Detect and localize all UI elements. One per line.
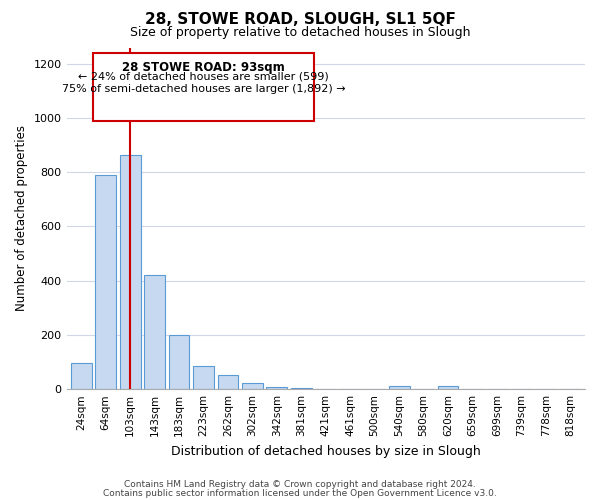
Text: Contains HM Land Registry data © Crown copyright and database right 2024.: Contains HM Land Registry data © Crown c… — [124, 480, 476, 489]
Text: 28 STOWE ROAD: 93sqm: 28 STOWE ROAD: 93sqm — [122, 61, 285, 74]
Bar — [120, 154, 140, 389]
FancyBboxPatch shape — [94, 53, 314, 120]
Bar — [193, 366, 214, 389]
Bar — [95, 175, 116, 389]
Bar — [218, 375, 238, 389]
Y-axis label: Number of detached properties: Number of detached properties — [15, 126, 28, 312]
Bar — [266, 387, 287, 389]
Text: 75% of semi-detached houses are larger (1,892) →: 75% of semi-detached houses are larger (… — [62, 84, 346, 94]
Text: ← 24% of detached houses are smaller (599): ← 24% of detached houses are smaller (59… — [78, 72, 329, 82]
Bar — [389, 386, 410, 389]
Bar — [242, 383, 263, 389]
Text: Contains public sector information licensed under the Open Government Licence v3: Contains public sector information licen… — [103, 489, 497, 498]
Bar — [437, 386, 458, 389]
X-axis label: Distribution of detached houses by size in Slough: Distribution of detached houses by size … — [171, 444, 481, 458]
Bar — [169, 335, 190, 389]
Bar — [291, 388, 312, 389]
Text: Size of property relative to detached houses in Slough: Size of property relative to detached ho… — [130, 26, 470, 39]
Text: 28, STOWE ROAD, SLOUGH, SL1 5QF: 28, STOWE ROAD, SLOUGH, SL1 5QF — [145, 12, 455, 28]
Bar — [71, 364, 92, 389]
Bar — [144, 276, 165, 389]
